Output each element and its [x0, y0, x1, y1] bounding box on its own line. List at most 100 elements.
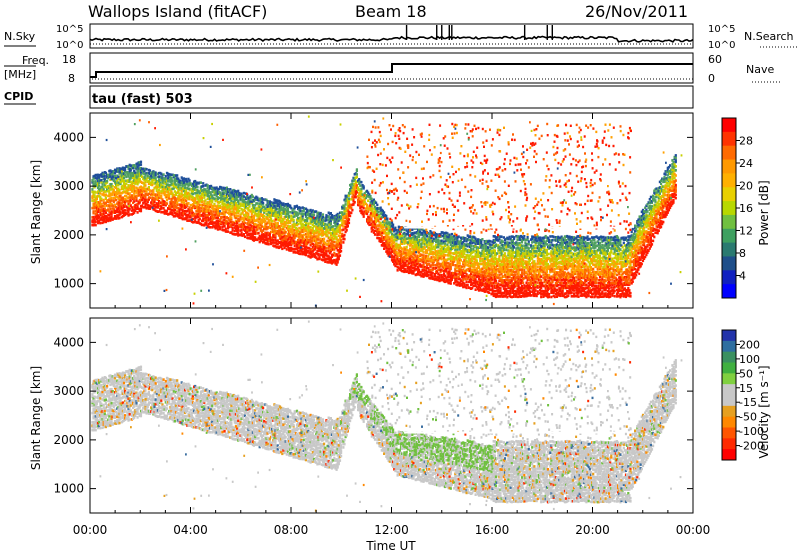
power-cell	[351, 208, 354, 212]
power-cell	[168, 175, 171, 178]
power-cell	[129, 180, 132, 184]
power-cell	[240, 228, 243, 232]
power-cell	[138, 179, 141, 183]
power-cell	[102, 180, 105, 184]
power-cell	[113, 203, 117, 207]
power-cell	[221, 225, 224, 229]
power-cell	[200, 200, 204, 203]
freq-left-tick-top: 18	[62, 53, 76, 66]
power-cell	[160, 201, 163, 205]
power-cell	[229, 191, 232, 195]
power-cell	[92, 192, 95, 195]
power-cell	[260, 225, 263, 228]
power-cell	[321, 218, 325, 222]
power-cell	[289, 211, 292, 214]
power-cell	[141, 169, 144, 172]
power-cell	[172, 195, 175, 199]
power-cell	[404, 268, 407, 271]
power-cell	[188, 197, 191, 201]
power-cell	[155, 202, 158, 205]
power-cell	[203, 208, 206, 211]
power-cell	[215, 186, 218, 189]
power-heatmap-cells	[91, 115, 683, 307]
power-cell	[205, 190, 208, 193]
power-cell	[181, 179, 184, 182]
power-cell	[174, 206, 178, 209]
power-cell	[205, 214, 208, 217]
power-cell	[128, 186, 131, 190]
power-cell	[168, 184, 171, 187]
power-cell	[200, 192, 204, 196]
power-cell	[252, 236, 256, 239]
power-cell	[247, 207, 250, 210]
power-cell	[189, 214, 192, 217]
power-cell	[141, 175, 144, 178]
power-cell	[440, 257, 443, 261]
power-cell	[94, 182, 97, 185]
power-cell	[494, 279, 498, 282]
power-cell	[173, 208, 176, 212]
cpid-value: tau (fast) 503	[92, 92, 193, 107]
power-cell	[224, 227, 227, 231]
power-cell	[191, 192, 195, 196]
power-cell	[420, 245, 423, 248]
power-cell	[198, 222, 201, 225]
power-cell	[241, 211, 244, 214]
power-cell	[107, 208, 110, 211]
power-cell	[234, 214, 237, 217]
power-cell	[207, 201, 210, 204]
power-cell	[146, 180, 149, 183]
power-cell	[250, 200, 253, 203]
power-cell	[102, 173, 105, 176]
power-cell	[455, 269, 458, 273]
power-cell	[343, 205, 346, 209]
power-cell	[223, 197, 226, 200]
power-cell	[245, 231, 248, 234]
power-cell	[498, 251, 501, 255]
power-cell	[174, 201, 178, 204]
power-cell	[246, 215, 249, 219]
power-cell	[203, 194, 206, 198]
power-cell	[190, 209, 193, 213]
power-cell	[99, 189, 102, 192]
power-cell	[189, 203, 192, 207]
power-cell	[186, 209, 189, 213]
power-cell	[461, 265, 464, 268]
power-cell	[125, 179, 128, 182]
power-cell	[124, 182, 127, 186]
power-cell	[138, 172, 141, 176]
power-cell	[444, 242, 447, 245]
power-cell	[223, 194, 226, 198]
power-cell	[94, 206, 97, 209]
power-cell	[251, 221, 254, 225]
power-cell	[206, 215, 209, 218]
power-cell	[181, 183, 184, 186]
power-cell	[483, 253, 486, 256]
power-cell	[134, 209, 137, 213]
power-cell	[98, 219, 101, 223]
power-cell	[99, 202, 102, 205]
power-cell	[95, 209, 98, 212]
power-cell	[111, 193, 114, 196]
power-cell	[425, 243, 429, 247]
power-cell	[137, 181, 140, 184]
power-cell	[181, 177, 184, 181]
power-cell	[203, 224, 206, 227]
power-cell	[245, 205, 248, 209]
power-cell	[203, 196, 206, 199]
power-cell	[202, 206, 205, 210]
power-cell	[146, 176, 149, 180]
power-cell	[327, 215, 330, 219]
power-cell	[99, 205, 102, 208]
power-cell	[125, 191, 128, 195]
power-cell	[241, 234, 244, 237]
power-cell	[229, 223, 232, 227]
power-cell	[250, 193, 253, 197]
power-cell	[488, 251, 491, 255]
power-cell	[229, 231, 232, 234]
power-cell	[242, 233, 245, 236]
power-cell	[197, 210, 200, 213]
power-cell	[274, 221, 277, 225]
power-cell	[188, 192, 191, 196]
power-cell	[182, 194, 185, 197]
